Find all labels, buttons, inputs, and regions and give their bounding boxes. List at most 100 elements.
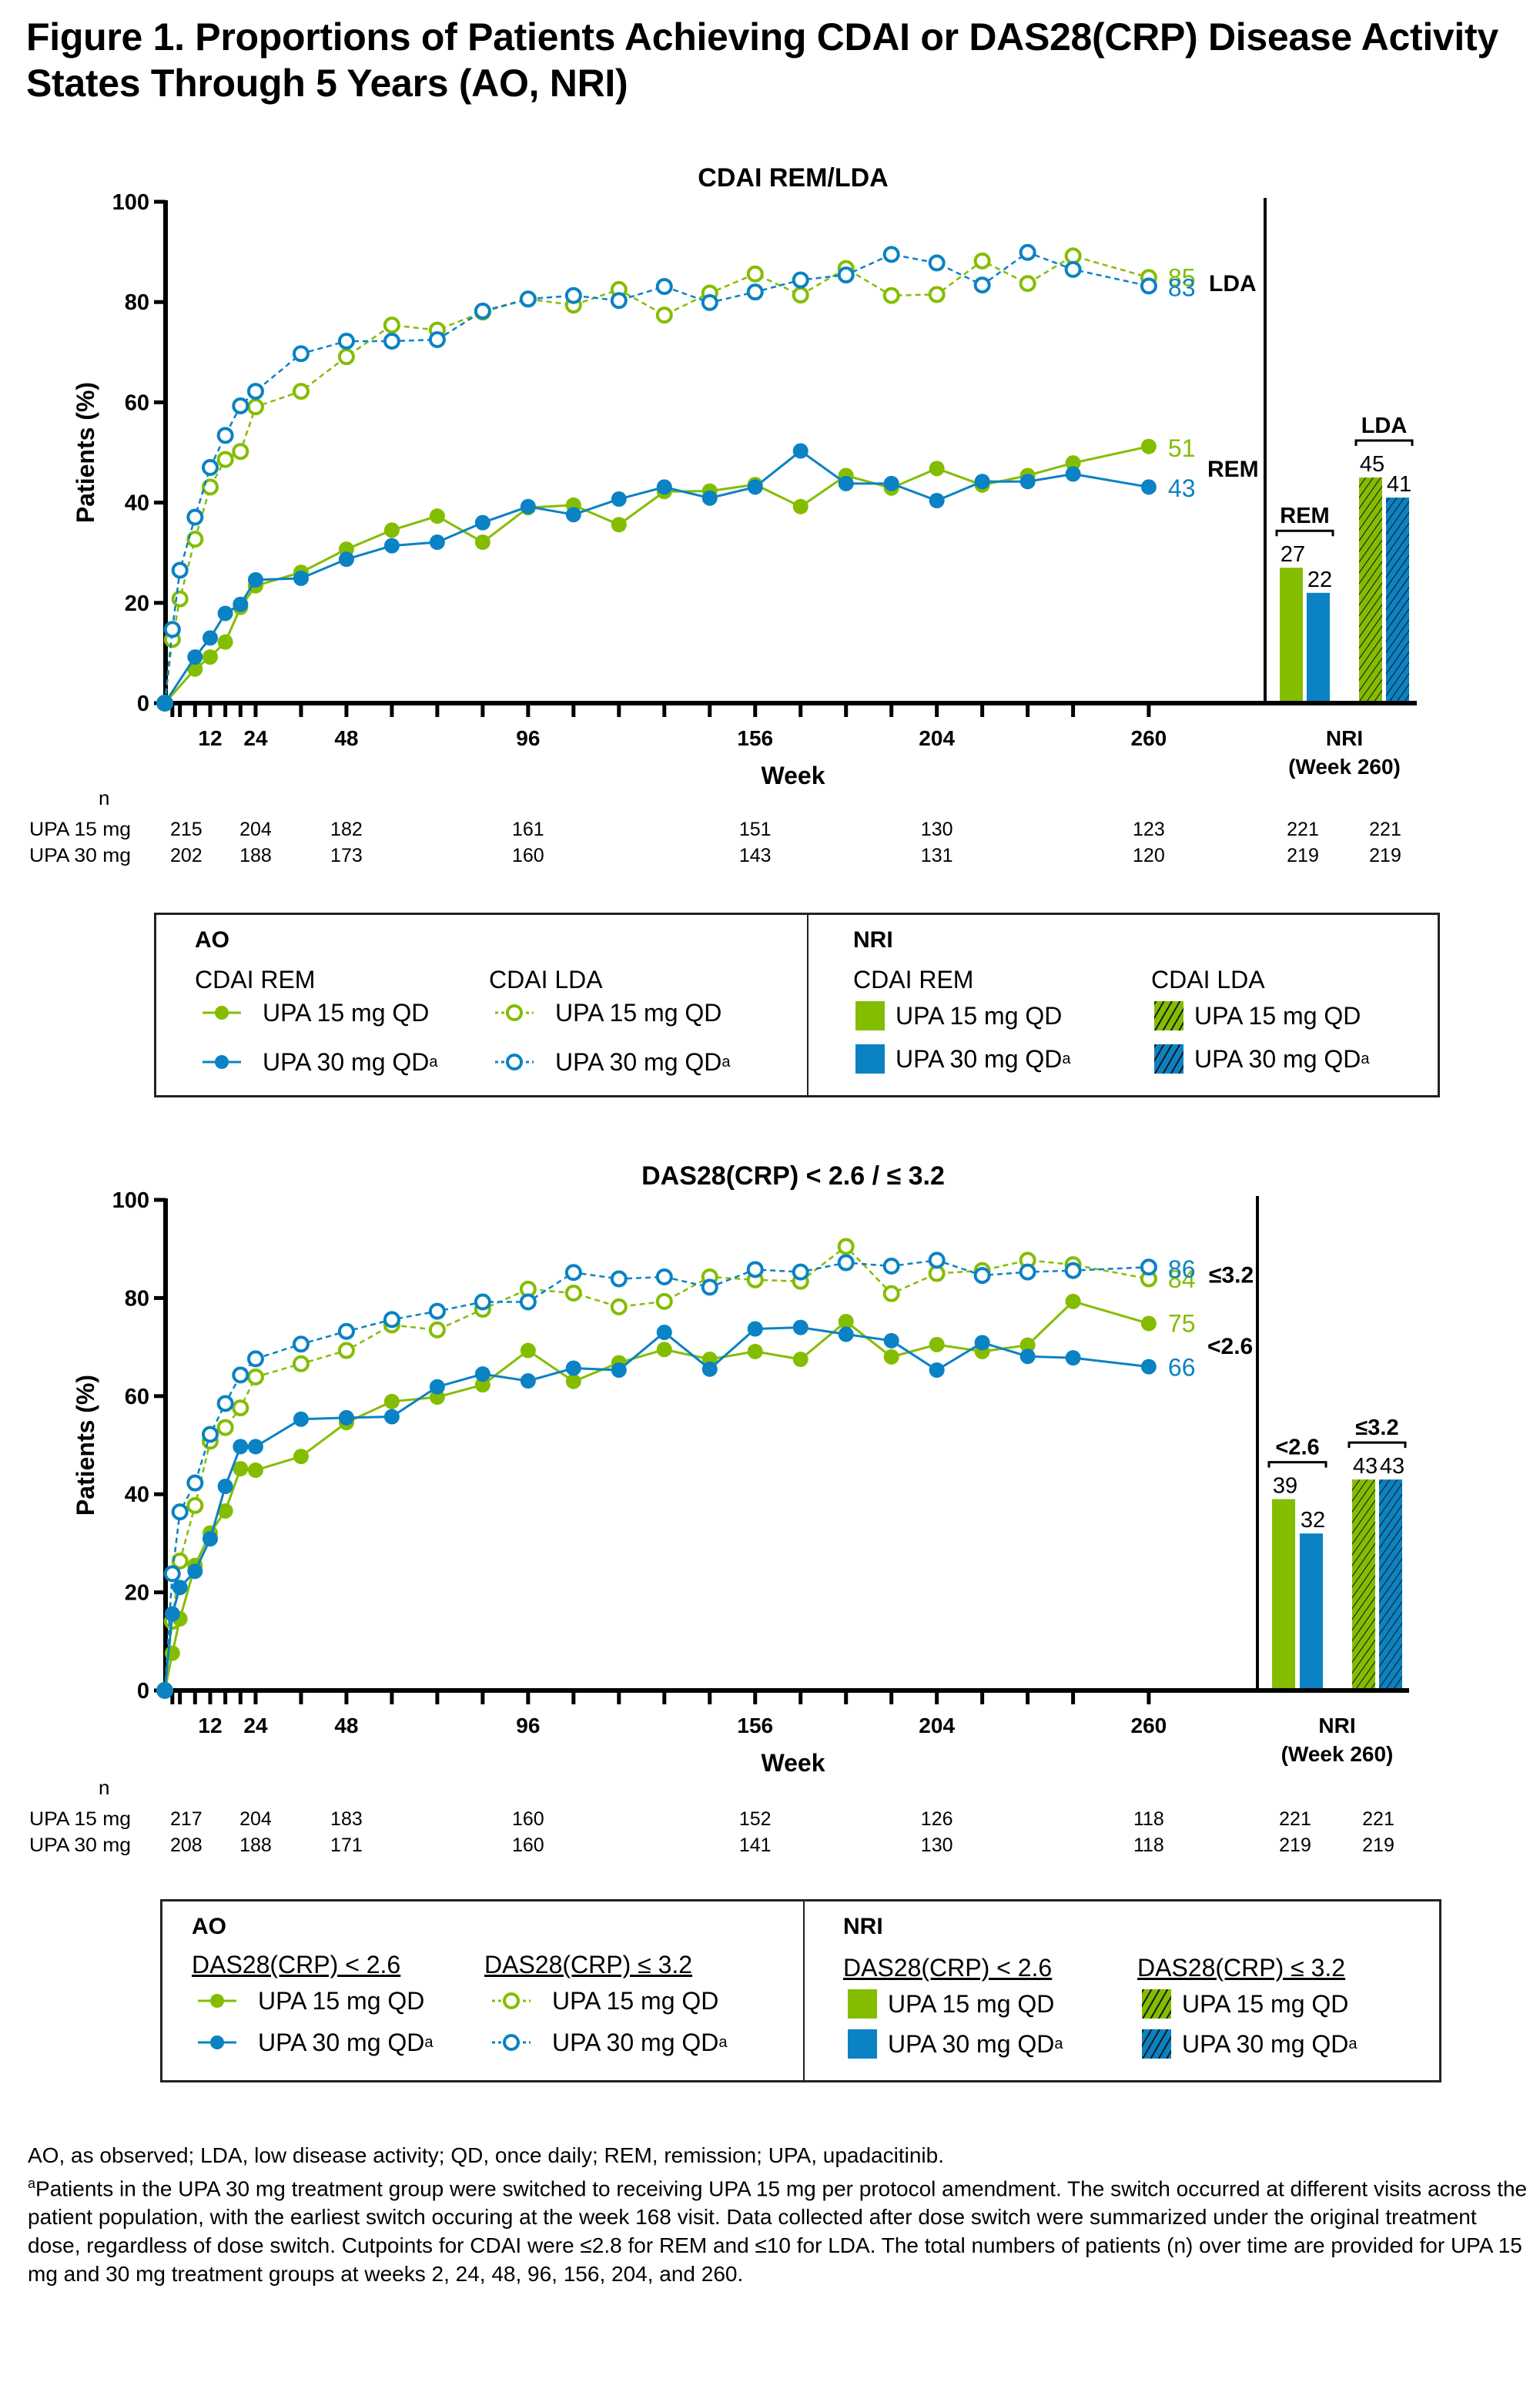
legend-ao-lda-upa15[interactable]: UPA 15 mg QD — [495, 998, 721, 1027]
solid-swatch-green-icon — [848, 1989, 877, 2019]
legend-nri-lt26-upa30[interactable]: UPA 30 mg QD a — [848, 2029, 1063, 2059]
legend-ao-lda-upa30[interactable]: UPA 30 mg QD a — [495, 1047, 731, 1077]
nri-label: NRI — [1326, 726, 1363, 750]
nri-bar-value: 32 — [1301, 1508, 1325, 1533]
data-point-le3.2-upa30 — [292, 1335, 310, 1353]
data-point-REM-upa30 — [565, 507, 581, 523]
data-point-lt2.6-upa15 — [217, 1503, 233, 1519]
data-point-le3.2-upa30 — [383, 1311, 400, 1328]
data-point-le3.2-upa15 — [655, 1292, 673, 1310]
data-point-le3.2-upa30 — [1140, 1258, 1157, 1276]
das28-chart: DAS28(CRP) < 2.6 / ≤ 3.2 0 20 40 60 80 100 Pati… — [29, 1161, 1409, 1856]
x-tick-label: 96 — [516, 1714, 540, 1737]
data-point-lt2.6-upa30 — [187, 1563, 203, 1580]
data-point-lt2.6-upa30 — [929, 1362, 945, 1379]
legend-ao-lt26-upa30[interactable]: UPA 30 mg QD a — [198, 2028, 434, 2057]
data-point-LDA-upa30 — [882, 246, 900, 263]
end-value-label: 84 — [1168, 1265, 1196, 1293]
data-point-LDA-upa15 — [201, 478, 219, 496]
y-tick-label: 40 — [125, 491, 149, 516]
nri-bar-upa30 — [1307, 592, 1330, 701]
legend-ao-le32-upa15[interactable]: UPA 15 mg QD — [492, 1986, 718, 2015]
data-point-LDA-upa30 — [171, 561, 189, 579]
data-point-le3.2-upa30 — [186, 1474, 204, 1492]
legend-nri-rem-upa30[interactable]: UPA 30 mg QD a — [855, 1044, 1071, 1074]
data-point-lt2.6-upa30 — [974, 1335, 990, 1351]
nri-bar-value: 45 — [1360, 452, 1384, 477]
n-table-cell: 130 — [921, 819, 953, 840]
n-table-row-label: UPA 30 mg — [29, 845, 131, 866]
legend-label: UPA 15 mg QD — [896, 1001, 1063, 1030]
data-point-lt2.6-upa30 — [838, 1326, 854, 1342]
series-line-LDA-upa30 — [163, 251, 1150, 704]
y-tick-label: 0 — [137, 1679, 149, 1704]
data-point-LDA-upa30 — [428, 331, 446, 349]
data-point-REM-upa15 — [187, 661, 203, 677]
data-point-LDA-upa15 — [928, 286, 946, 303]
n-table-cell: 118 — [1133, 1808, 1164, 1830]
n-table-nri-cell: 219 — [1362, 1834, 1394, 1856]
legend-nri-lt26-upa15[interactable]: UPA 15 mg QD — [848, 1989, 1054, 2019]
data-point-le3.2-upa30 — [201, 1426, 219, 1443]
data-point-REM-upa30 — [883, 475, 899, 491]
hatched-swatch-green-icon — [1142, 1989, 1171, 2019]
n-table-cell: 188 — [239, 1834, 272, 1856]
legend-nri-rem-upa15[interactable]: UPA 15 mg QD — [855, 1001, 1062, 1030]
legend-nri-le32-upa30[interactable]: UPA 30 mg QD a — [1142, 2029, 1358, 2059]
data-point-LDA-upa30 — [232, 397, 249, 414]
data-point-lt2.6-upa15 — [656, 1342, 672, 1358]
data-point-LDA-upa15 — [383, 317, 400, 334]
nri-bar-value: 41 — [1387, 472, 1411, 497]
nri-bar-upa30 — [1379, 1479, 1402, 1688]
data-point-le3.2-upa30 — [564, 1264, 582, 1282]
data-point-lt2.6-upa30 — [247, 1439, 263, 1455]
footnotes: AO, as observed; LDA, low disease activi… — [28, 2141, 1529, 2288]
legend-nri-title: NRI — [843, 1914, 883, 1939]
n-table-nri-cell: 221 — [1279, 1808, 1311, 1830]
filled-marker-blue-icon — [198, 2035, 236, 2049]
legend-label: UPA 30 mg QD — [1194, 1044, 1361, 1073]
solid-swatch-blue-icon — [855, 1044, 885, 1074]
nri-group-bracket — [1348, 1441, 1407, 1449]
hatched-swatch-blue-icon — [1154, 1044, 1183, 1074]
legend-ao-lt26-upa15[interactable]: UPA 15 mg QD — [198, 1986, 424, 2015]
data-point-lt2.6-upa15 — [929, 1336, 945, 1352]
series-line-lt2.6-upa30 — [163, 1326, 1150, 1691]
legend-ao-title: AO — [195, 927, 229, 953]
legend-nri-lda-upa30[interactable]: UPA 30 mg QD a — [1154, 1044, 1370, 1074]
data-point-LDA-upa30 — [928, 254, 946, 272]
data-point-REM-upa15 — [217, 634, 233, 650]
data-point-le3.2-upa15 — [246, 1368, 264, 1385]
filled-marker-blue-icon — [203, 1055, 241, 1069]
n-table-nri-cell: 221 — [1362, 1808, 1394, 1830]
data-point-REM-upa30 — [383, 538, 400, 554]
data-point-REM-upa30 — [611, 491, 627, 508]
legend-label: UPA 15 mg QD — [258, 1986, 425, 2015]
legend-ao-rem-upa30[interactable]: UPA 30 mg QD a — [203, 1047, 438, 1077]
n-table-cell: 160 — [512, 845, 544, 866]
legend-nri-le32-upa15[interactable]: UPA 15 mg QD — [1142, 1989, 1348, 2019]
data-point-REM-upa30 — [429, 534, 445, 551]
data-point-lt2.6-upa30 — [233, 1439, 249, 1455]
x-tick-label: 96 — [516, 726, 540, 750]
figure-title: Figure 1. Proportions of Patients Achiev… — [26, 15, 1498, 105]
nri-bar-upa15 — [1272, 1499, 1295, 1688]
data-point-le3.2-upa15 — [882, 1285, 900, 1302]
data-point-le3.2-upa30 — [882, 1257, 900, 1275]
data-point-lt2.6-upa15 — [520, 1342, 536, 1359]
n-table-cell: 160 — [512, 1834, 544, 1856]
filled-marker-green-icon — [203, 1006, 241, 1020]
open-marker-green-icon — [492, 1992, 531, 2009]
data-point-LDA-upa30 — [201, 459, 219, 477]
data-point-LDA-upa15 — [186, 531, 204, 548]
data-point-LDA-upa15 — [216, 451, 234, 468]
legend-nri-lda-upa15[interactable]: UPA 15 mg QD — [1154, 1001, 1361, 1030]
data-point-LDA-upa30 — [163, 621, 181, 638]
legend-ao-le32-upa30[interactable]: UPA 30 mg QD a — [492, 2028, 728, 2057]
data-point-le3.2-upa15 — [610, 1298, 628, 1315]
data-point-lt2.6-upa15 — [565, 1373, 581, 1389]
legend-ao-rem-upa15[interactable]: UPA 15 mg QD — [203, 998, 429, 1027]
nri-label: NRI — [1318, 1714, 1355, 1737]
dose-switch-note: aPatients in the UPA 30 mg treatment gro… — [28, 2169, 1529, 2288]
filled-marker-green-icon — [198, 1994, 236, 2008]
